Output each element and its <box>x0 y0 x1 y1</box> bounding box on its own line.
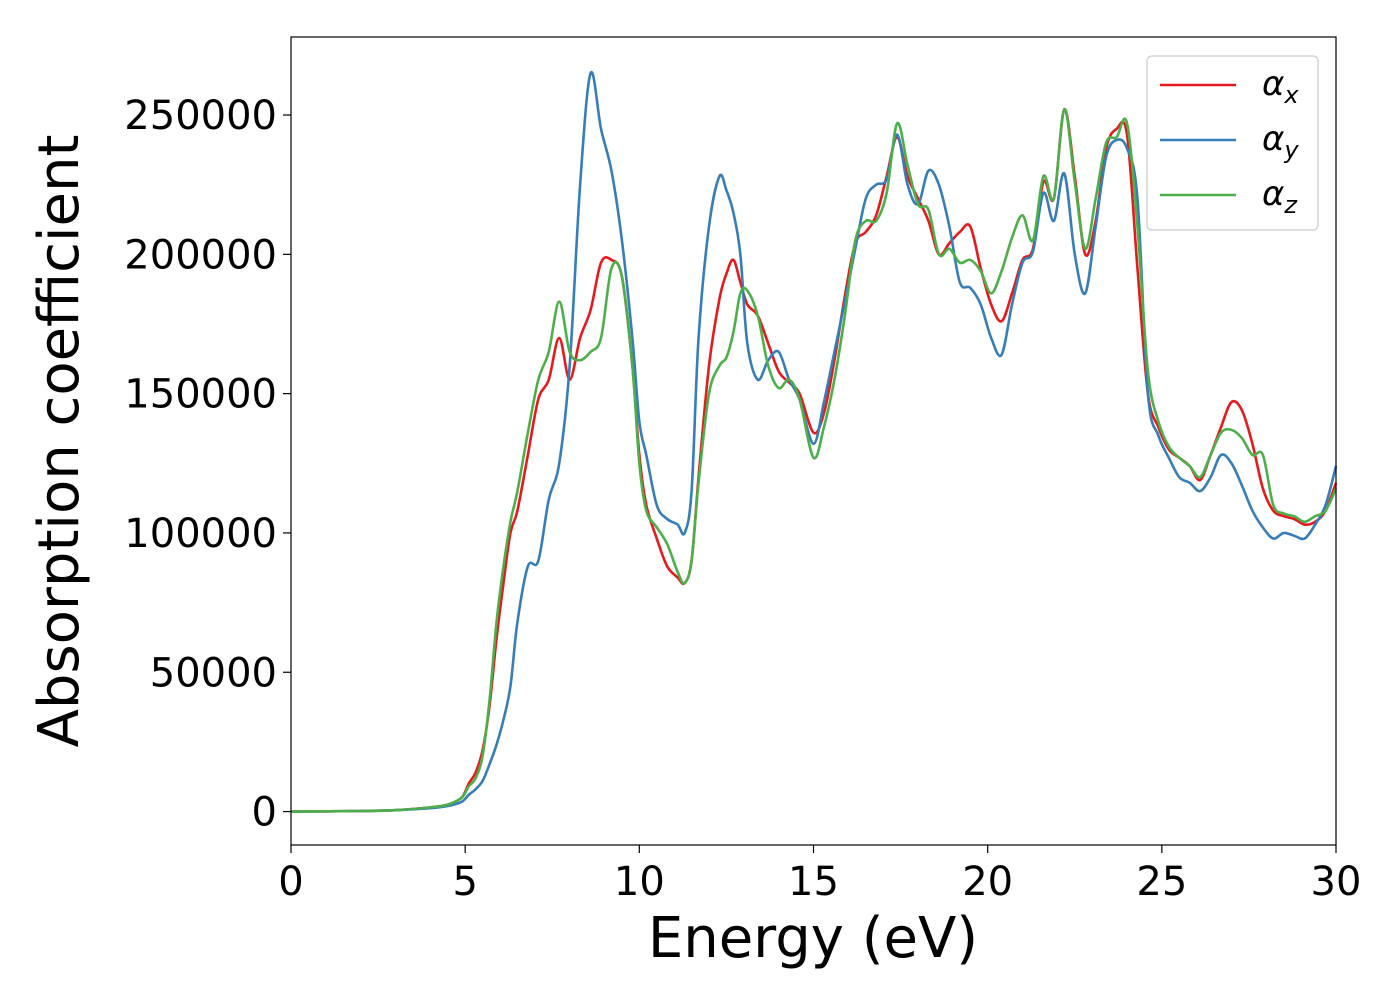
series-line-y <box>290 70 1338 813</box>
y-axis-ticks: 0 50000 100000 150000 200000 250000 <box>124 93 291 836</box>
legend-box <box>1146 55 1319 231</box>
x-axis-title: Energy (eV) <box>648 906 978 971</box>
y-tick-label: 200000 <box>124 232 277 278</box>
x-tick-label: 15 <box>788 859 839 905</box>
x-tick-label: 20 <box>962 859 1013 905</box>
y-tick-label: 100000 <box>124 511 277 557</box>
x-tick-label: 0 <box>278 859 303 905</box>
y-axis-title: Absorption coefficient <box>27 135 92 748</box>
y-tick-label: 50000 <box>150 650 277 696</box>
x-axis-ticks: 0 5 10 15 20 25 30 <box>278 845 1361 905</box>
y-tick-label: 0 <box>252 790 277 836</box>
x-tick-label: 10 <box>614 859 665 905</box>
series-layer <box>290 70 1338 813</box>
x-tick-label: 25 <box>1136 859 1187 905</box>
x-tick-label: 30 <box>1311 859 1362 905</box>
y-tick-label: 150000 <box>124 372 277 418</box>
y-tick-label: 250000 <box>124 93 277 139</box>
x-tick-label: 5 <box>452 859 477 905</box>
series-line-z <box>290 108 1338 813</box>
